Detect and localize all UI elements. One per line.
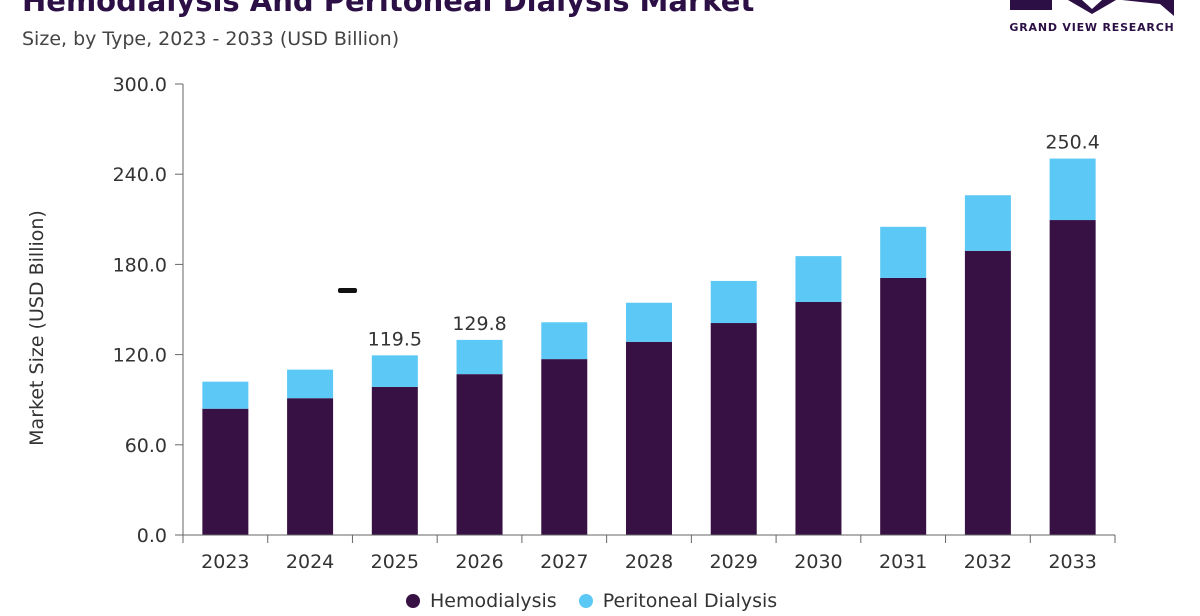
x-tick-label: 2032 xyxy=(964,551,1012,573)
bar-peritoneal-dialysis-2033 xyxy=(1049,158,1096,221)
x-tick-label: 2028 xyxy=(625,551,673,573)
bar-peritoneal-dialysis-2028 xyxy=(626,302,672,342)
data-label-2026: 129.8 xyxy=(452,313,506,335)
bar-peritoneal-dialysis-2031 xyxy=(880,226,927,278)
logo-text: GRAND VIEW RESEARCH xyxy=(1009,21,1175,34)
y-axis: 0.0 60.0 120.0 180.0 240.0 300.0 xyxy=(113,74,184,547)
x-tick-label: 2025 xyxy=(371,551,419,573)
stray-mark xyxy=(338,288,357,293)
data-labels: 119.5 129.8 250.4 xyxy=(368,132,1100,351)
legend-label-peritoneal-dialysis: Peritoneal Dialysis xyxy=(602,590,778,612)
bar-hemodialysis-2026 xyxy=(456,374,503,535)
bar-peritoneal-dialysis-2032 xyxy=(964,195,1011,251)
x-tick-label: 2031 xyxy=(879,551,927,573)
data-label-2025: 119.5 xyxy=(368,328,422,350)
x-tick-label: 2029 xyxy=(710,551,758,573)
x-tick-label: 2033 xyxy=(1048,551,1096,573)
legend: Hemodialysis Peritoneal Dialysis xyxy=(406,586,777,616)
bar-hemodialysis-2025 xyxy=(371,386,418,535)
bar-peritoneal-dialysis-2023 xyxy=(202,381,249,409)
legend-swatch-peritoneal-dialysis xyxy=(578,594,593,608)
bar-hemodialysis-2031 xyxy=(880,277,927,535)
bar-peritoneal-dialysis-2029 xyxy=(710,280,757,324)
bar-peritoneal-dialysis-2024 xyxy=(287,369,334,399)
legend-label-hemodialysis: Hemodialysis xyxy=(430,590,557,612)
x-tick-label: 2027 xyxy=(540,551,588,573)
legend-swatch-hemodialysis xyxy=(406,594,420,608)
bar-hemodialysis-2032 xyxy=(964,250,1011,535)
bar-hemodialysis-2027 xyxy=(541,359,588,535)
bar-peritoneal-dialysis-2030 xyxy=(795,256,842,302)
y-axis-label: Market Size (USD Billion) xyxy=(26,210,48,446)
y-tick-label: 0.0 xyxy=(137,525,167,547)
bar-hemodialysis-2033 xyxy=(1049,220,1096,535)
chart-subtitle: Size, by Type, 2023 - 2033 (USD Billion) xyxy=(22,28,400,50)
x-tick-label: 2030 xyxy=(794,551,842,573)
y-tick-label: 120.0 xyxy=(113,345,167,367)
bar-hemodialysis-2023 xyxy=(202,408,249,535)
bar-hemodialysis-2029 xyxy=(710,323,757,535)
legend-item-peritoneal-dialysis: Peritoneal Dialysis xyxy=(578,590,778,612)
bar-hemodialysis-2030 xyxy=(795,301,842,535)
bar-peritoneal-dialysis-2027 xyxy=(541,322,588,360)
y-tick-label: 300.0 xyxy=(113,74,167,96)
grand-view-research-logo: GRAND VIEW RESEARCH xyxy=(1004,0,1180,40)
chart-title: Hemodialysis And Peritoneal Dialysis Mar… xyxy=(22,0,755,18)
x-axis: 2023 2024 2025 2026 2027 2028 2029 2030 2031 2032… xyxy=(182,534,1116,573)
y-tick-label: 60.0 xyxy=(125,435,167,457)
data-label-2033: 250.4 xyxy=(1045,132,1099,154)
x-tick-label: 2024 xyxy=(286,551,334,573)
bar-peritoneal-dialysis-2025 xyxy=(371,355,418,387)
x-tick-label: 2023 xyxy=(201,551,249,573)
stacked-bar-chart: 0.0 60.0 120.0 180.0 240.0 300.0 2023 2024 2025… xyxy=(26,74,1116,573)
bar-hemodialysis-2028 xyxy=(626,341,672,535)
logo-mark-icon xyxy=(1010,0,1174,16)
y-tick-label: 240.0 xyxy=(113,164,167,186)
bar-hemodialysis-2024 xyxy=(287,398,334,535)
bars xyxy=(202,158,1096,535)
x-tick-label: 2026 xyxy=(455,551,503,573)
bar-peritoneal-dialysis-2026 xyxy=(456,339,503,375)
y-tick-label: 180.0 xyxy=(113,254,167,276)
legend-item-hemodialysis: Hemodialysis xyxy=(406,590,557,612)
